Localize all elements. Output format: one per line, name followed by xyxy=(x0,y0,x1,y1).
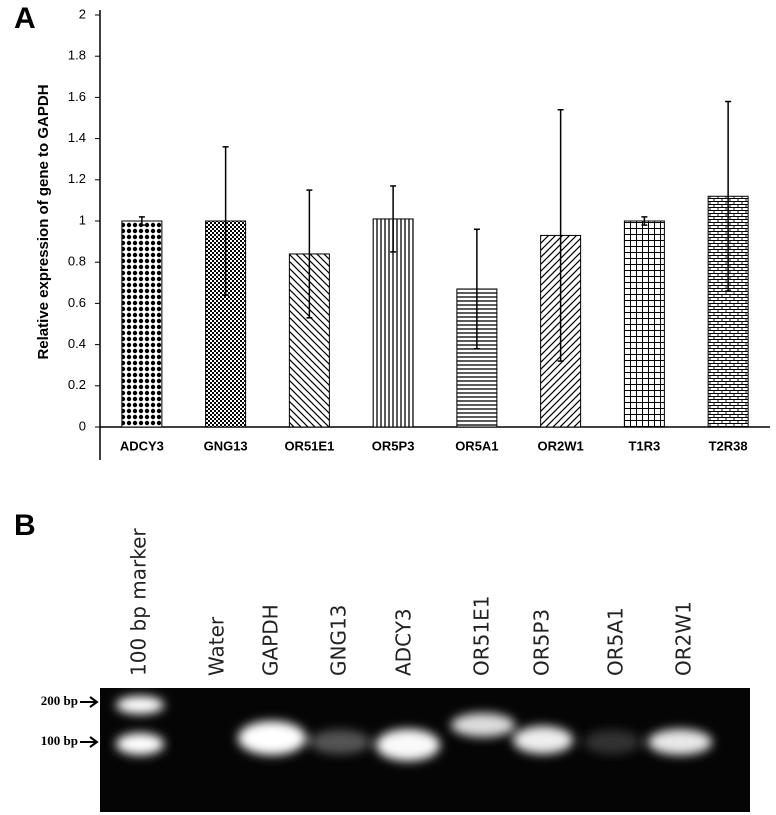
band xyxy=(513,726,573,754)
lane-label: 100 bp marker xyxy=(127,528,151,676)
y-tick-label: 1 xyxy=(79,212,86,227)
marker-arrows xyxy=(80,696,99,748)
x-tick-label: ADCY3 xyxy=(120,438,164,453)
lane-label: GAPDH xyxy=(259,604,283,676)
error-bar xyxy=(222,146,229,296)
y-tick-label: 0.8 xyxy=(68,254,86,269)
bar xyxy=(623,220,665,428)
band xyxy=(376,729,440,761)
lane-label: ADCY3 xyxy=(392,608,416,676)
lane-label: OR2W1 xyxy=(672,601,696,676)
error-bar xyxy=(725,100,732,292)
band xyxy=(584,730,640,754)
gel-bands xyxy=(116,696,712,761)
y-tick-label: 1.2 xyxy=(68,171,86,186)
band xyxy=(648,729,712,755)
error-bar xyxy=(641,216,648,226)
x-tick-label: OR5P3 xyxy=(372,438,415,453)
error-bar xyxy=(138,216,145,226)
lane-label: OR5A1 xyxy=(604,607,628,676)
bar xyxy=(372,218,414,428)
lane-label: GNG13 xyxy=(327,605,351,676)
y-tick-label: 1.4 xyxy=(68,130,86,145)
panel-label: B xyxy=(14,509,36,542)
x-tick-label: T1R3 xyxy=(628,438,660,453)
y-tick-label: 1.6 xyxy=(68,89,86,104)
y-tick-label: 0.2 xyxy=(68,377,86,392)
y-tick-label: 1.8 xyxy=(68,48,86,63)
band xyxy=(116,733,164,755)
size-marker: 100 bp xyxy=(41,733,78,748)
band xyxy=(238,721,306,755)
y-tick-label: 0.6 xyxy=(68,295,86,310)
error-bar xyxy=(306,189,313,319)
panel-label: A xyxy=(14,2,36,35)
error-bar xyxy=(473,228,480,350)
error-bar xyxy=(390,185,397,253)
x-tick-label: T2R38 xyxy=(709,438,748,453)
x-tick-label: GNG13 xyxy=(204,438,248,453)
y-tick-label: 0 xyxy=(79,418,86,433)
lane-label: OR51E1 xyxy=(470,596,494,676)
x-tick-label: OR51E1 xyxy=(284,438,334,453)
y-tick-label: 2 xyxy=(79,6,86,21)
y-axis-label: Relative expression of gene to GAPDH xyxy=(35,84,52,359)
error-bar xyxy=(557,109,564,362)
lane-label: OR5P3 xyxy=(530,609,554,676)
x-tick-label: OR2W1 xyxy=(538,438,584,453)
band xyxy=(116,696,164,714)
band xyxy=(310,730,370,754)
size-marker: 200 bp xyxy=(41,693,78,708)
y-tick-label: 0.4 xyxy=(68,336,86,351)
bar xyxy=(121,220,163,428)
x-tick-label: OR5A1 xyxy=(455,438,498,453)
band xyxy=(451,713,515,737)
lane-label: Water xyxy=(205,616,229,676)
